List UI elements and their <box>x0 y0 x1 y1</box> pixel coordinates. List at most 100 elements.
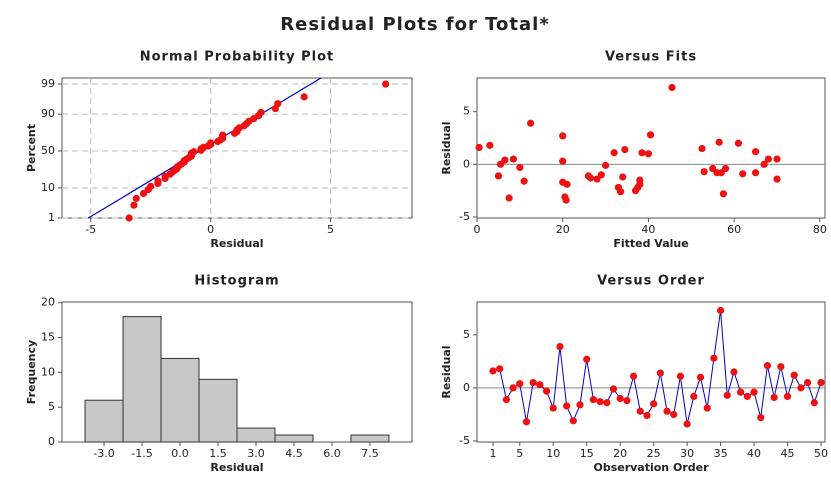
point <box>486 141 494 149</box>
x-axis-label: Residual <box>210 237 263 250</box>
point <box>130 201 138 209</box>
point <box>509 155 518 163</box>
point <box>721 164 730 173</box>
x-tick-label: 50 <box>814 447 828 460</box>
x-tick-label: 80 <box>813 223 827 236</box>
x-tick-label: 5 <box>516 447 523 460</box>
point <box>696 373 705 381</box>
point <box>569 417 577 425</box>
y-tick-label: 0 <box>48 435 55 448</box>
point <box>810 399 818 407</box>
bar <box>236 427 276 443</box>
panel-title: Normal Probability Plot <box>140 50 335 65</box>
y-tick-label: 15 <box>41 331 55 344</box>
point <box>646 131 655 139</box>
point <box>621 145 629 154</box>
point <box>559 178 567 186</box>
point <box>710 354 718 362</box>
point <box>670 410 678 419</box>
y-tick-label: 20 <box>41 296 55 309</box>
point <box>536 381 544 389</box>
x-tick-label: 1.5 <box>209 447 227 460</box>
point <box>698 144 706 153</box>
point <box>586 174 595 182</box>
point <box>650 400 658 408</box>
x-tick-label: 0 <box>207 223 214 236</box>
point <box>207 139 215 147</box>
point <box>597 171 605 179</box>
x-tick-label: 60 <box>727 223 741 236</box>
x-tick-label: 35 <box>714 447 728 460</box>
point <box>763 362 772 370</box>
x-tick-label: 1 <box>489 447 496 460</box>
point <box>715 138 723 146</box>
x-tick-label: -1.5 <box>131 447 152 460</box>
point <box>631 187 640 195</box>
bar <box>160 357 200 443</box>
y-tick-label: 50 <box>41 144 55 157</box>
point <box>619 173 627 181</box>
point <box>773 175 781 183</box>
x-tick-label: 10 <box>546 447 560 460</box>
y-tick-label: 5 <box>48 400 55 413</box>
panel-title: Versus Fits <box>605 50 697 65</box>
x-tick-label: 5 <box>327 223 334 236</box>
point <box>750 388 758 396</box>
bar <box>122 316 162 443</box>
point <box>505 194 513 202</box>
x-axis-label: Residual <box>210 461 263 474</box>
point <box>139 189 148 198</box>
panel-title: Versus Order <box>597 274 705 289</box>
x-tick-label: 0.0 <box>171 447 189 460</box>
x-tick-label: 0 <box>474 223 481 236</box>
point <box>676 372 685 380</box>
x-axis-label: Fitted Value <box>613 237 688 250</box>
y-tick-label: 90 <box>41 107 55 120</box>
point <box>636 180 644 188</box>
point <box>817 379 825 387</box>
point <box>125 214 133 222</box>
point <box>636 407 644 415</box>
point <box>583 355 591 363</box>
y-tick-label: 5 <box>463 328 470 341</box>
point <box>603 399 611 407</box>
y-tick-label: 0 <box>463 157 470 170</box>
x-tick-label: 20 <box>613 447 627 460</box>
point <box>644 150 653 158</box>
point <box>489 367 497 375</box>
x-tick-label: 7.5 <box>361 447 379 460</box>
x-tick-label: 45 <box>781 447 795 460</box>
point <box>494 172 503 180</box>
y-tick-label: 0 <box>463 381 470 394</box>
point <box>629 372 638 380</box>
point <box>668 83 676 92</box>
x-tick-label: 25 <box>647 447 661 460</box>
bar <box>274 434 314 443</box>
point <box>542 387 551 395</box>
y-tick-label: 10 <box>41 181 55 194</box>
plot-area <box>476 77 826 219</box>
y-axis-label: Residual <box>440 121 453 174</box>
point <box>601 161 610 169</box>
point <box>760 160 768 168</box>
point <box>475 143 483 152</box>
x-tick-label: 4.5 <box>285 447 303 460</box>
point <box>734 139 743 147</box>
y-axis-label: Frequency <box>25 340 38 404</box>
point <box>751 148 760 156</box>
point <box>770 393 778 402</box>
point <box>509 384 517 392</box>
point <box>743 392 751 400</box>
point <box>576 401 584 409</box>
point <box>700 168 708 176</box>
point <box>190 148 198 156</box>
panel-title: Histogram <box>194 274 279 289</box>
bar <box>350 434 390 443</box>
point <box>596 398 604 406</box>
x-tick-label: 20 <box>556 223 570 236</box>
point <box>526 119 535 127</box>
plot-area <box>61 77 413 219</box>
point <box>154 177 162 185</box>
point <box>703 404 711 412</box>
point <box>723 391 731 399</box>
